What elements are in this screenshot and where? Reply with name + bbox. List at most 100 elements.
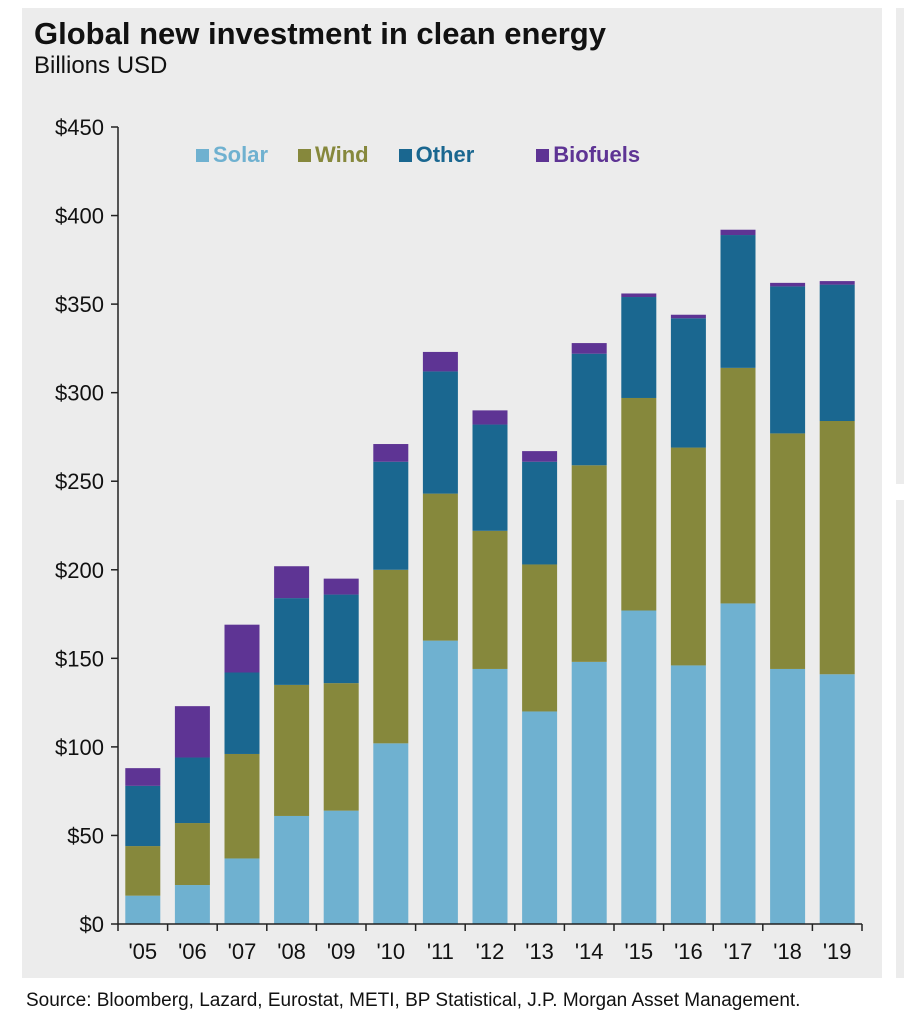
bar-solar-15 xyxy=(621,610,657,924)
bar-other-10 xyxy=(373,461,409,570)
bar-solar-11 xyxy=(422,640,458,924)
adjacent-panel-edge xyxy=(896,8,904,484)
y-tick-label: $200 xyxy=(55,558,104,583)
bar-biofuels-06 xyxy=(174,706,210,758)
y-tick-label: $300 xyxy=(55,381,104,406)
x-tick-label: '16 xyxy=(674,939,703,964)
bar-solar-07 xyxy=(224,858,260,924)
legend-swatch-wind xyxy=(298,148,312,162)
legend-swatch-biofuels xyxy=(536,148,550,162)
bar-wind-09 xyxy=(323,683,359,811)
bar-wind-18 xyxy=(770,433,806,669)
bar-other-12 xyxy=(472,424,508,531)
x-tick-label: '14 xyxy=(575,939,604,964)
y-tick-label: $50 xyxy=(67,823,104,848)
bar-biofuels-09 xyxy=(323,578,359,595)
bar-solar-18 xyxy=(770,668,806,924)
x-tick-label: '07 xyxy=(228,939,257,964)
bar-solar-14 xyxy=(571,661,607,924)
bar-other-05 xyxy=(125,785,161,847)
y-tick-label: $100 xyxy=(55,735,104,760)
y-tick-label: $0 xyxy=(80,912,104,937)
y-tick-label: $350 xyxy=(55,292,104,317)
y-tick-label: $450 xyxy=(55,115,104,140)
legend-item-other: Other xyxy=(398,142,475,168)
bar-biofuels-13 xyxy=(522,451,558,462)
bar-wind-11 xyxy=(422,493,458,641)
x-tick-label: '11 xyxy=(427,939,454,964)
bar-biofuels-10 xyxy=(373,444,409,462)
bar-wind-13 xyxy=(522,564,558,712)
bar-biofuels-08 xyxy=(274,566,310,599)
x-tick-label: '19 xyxy=(823,939,852,964)
bar-other-09 xyxy=(323,594,359,684)
legend-item-wind: Wind xyxy=(298,142,369,168)
x-tick-label: '09 xyxy=(327,939,356,964)
bar-solar-16 xyxy=(670,665,706,924)
x-tick-label: '13 xyxy=(525,939,554,964)
x-tick-label: '05 xyxy=(128,939,157,964)
legend-swatch-other xyxy=(398,148,412,162)
bar-other-19 xyxy=(819,284,855,422)
adjacent-panel-edge-lower xyxy=(896,500,904,978)
bar-biofuels-18 xyxy=(770,282,806,287)
bar-biofuels-12 xyxy=(472,410,508,425)
bar-other-14 xyxy=(571,353,607,466)
bar-solar-17 xyxy=(720,603,756,924)
bar-biofuels-19 xyxy=(819,281,855,285)
bar-solar-12 xyxy=(472,668,508,924)
bar-biofuels-17 xyxy=(720,229,756,236)
x-tick-label: '06 xyxy=(178,939,207,964)
bar-biofuels-11 xyxy=(422,351,458,372)
bar-other-11 xyxy=(422,371,458,494)
legend-swatch-solar xyxy=(196,148,209,162)
chart-legend: Solar Wind Other Biofuels xyxy=(196,142,640,168)
x-tick-label: '10 xyxy=(376,939,405,964)
bar-solar-13 xyxy=(522,711,558,924)
bar-wind-14 xyxy=(571,465,607,662)
x-tick-label: '15 xyxy=(624,939,653,964)
bar-biofuels-15 xyxy=(621,293,657,298)
bar-wind-05 xyxy=(125,846,161,896)
legend-label-other: Other xyxy=(415,142,475,167)
bar-wind-08 xyxy=(274,684,310,816)
bar-other-16 xyxy=(670,318,706,448)
bar-wind-06 xyxy=(174,823,210,886)
bar-wind-16 xyxy=(670,447,706,666)
bar-wind-10 xyxy=(373,569,409,744)
legend-item-solar: Solar xyxy=(196,142,268,168)
bar-biofuels-05 xyxy=(125,768,161,786)
bar-solar-19 xyxy=(819,674,855,924)
bar-solar-05 xyxy=(125,895,161,924)
bar-wind-15 xyxy=(621,397,657,611)
bar-other-18 xyxy=(770,286,806,434)
bar-biofuels-07 xyxy=(224,624,260,673)
bar-wind-07 xyxy=(224,753,260,859)
bar-solar-09 xyxy=(323,810,359,924)
y-tick-label: $150 xyxy=(55,646,104,671)
y-tick-label: $400 xyxy=(55,204,104,229)
bar-solar-08 xyxy=(274,815,310,924)
bar-other-13 xyxy=(522,461,558,565)
bar-other-07 xyxy=(224,672,260,754)
bar-biofuels-14 xyxy=(571,343,607,354)
legend-label-solar: Solar xyxy=(213,142,269,167)
bar-other-15 xyxy=(621,297,657,398)
bar-solar-10 xyxy=(373,743,409,924)
source-note: Source: Bloomberg, Lazard, Eurostat, MET… xyxy=(26,990,801,1011)
legend-label-wind: Wind xyxy=(315,142,369,167)
x-tick-label: '12 xyxy=(476,939,505,964)
bar-solar-06 xyxy=(174,885,210,924)
x-tick-label: '17 xyxy=(724,939,753,964)
bar-other-06 xyxy=(174,757,210,824)
bar-other-08 xyxy=(274,598,310,685)
x-tick-label: '08 xyxy=(277,939,306,964)
legend-label-biofuels: Biofuels xyxy=(553,142,641,167)
bar-other-17 xyxy=(720,235,756,368)
chart-title: Global new investment in clean energy xyxy=(34,16,606,51)
bar-biofuels-16 xyxy=(670,314,706,319)
y-tick-label: $250 xyxy=(55,469,104,494)
chart-subtitle: Billions USD xyxy=(34,52,168,79)
bar-wind-19 xyxy=(819,421,855,675)
